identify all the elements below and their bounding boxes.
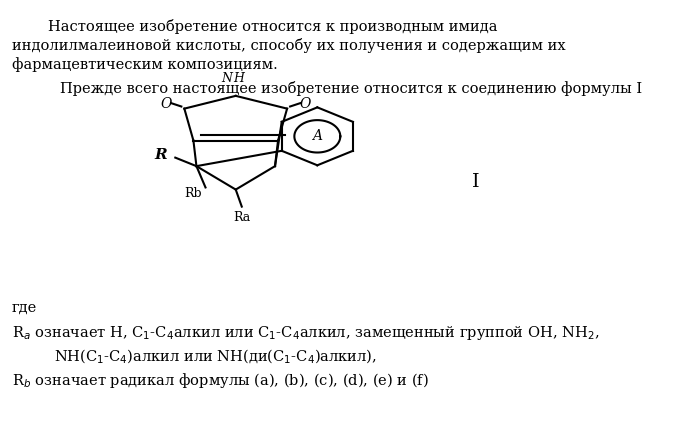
Text: O: O: [300, 98, 311, 111]
Text: NH(C$_{1}$-C$_{4}$)алкил или NH(ди(C$_{1}$-C$_{4}$)алкил),: NH(C$_{1}$-C$_{4}$)алкил или NH(ди(C$_{1…: [55, 347, 377, 366]
Text: фармацевтическим композициям.: фармацевтическим композициям.: [12, 58, 278, 72]
Text: Ra: Ra: [233, 211, 250, 224]
Text: R: R: [154, 149, 166, 162]
Text: Прежде всего настоящее изобретение относится к соединению формулы I: Прежде всего настоящее изобретение относ…: [60, 81, 642, 96]
Text: R$_{b}$ означает радикал формулы (a), (b), (c), (d), (e) и (f): R$_{b}$ означает радикал формулы (a), (b…: [12, 371, 429, 390]
Text: Настоящее изобретение относится к производным имида: Настоящее изобретение относится к произв…: [48, 19, 498, 34]
Text: где: где: [12, 300, 37, 314]
Text: A: A: [312, 130, 322, 143]
Text: I: I: [471, 173, 479, 190]
Text: H: H: [233, 72, 244, 85]
Text: N: N: [222, 72, 233, 85]
Text: O: O: [161, 98, 172, 111]
Text: индолилмалеиновой кислоты, способу их получения и содержащим их: индолилмалеиновой кислоты, способу их по…: [12, 38, 565, 53]
Text: Rb: Rb: [185, 187, 202, 200]
Text: R$_{a}$ означает H, C$_{1}$-C$_{4}$алкил или C$_{1}$-C$_{4}$алкил, замещенный гр: R$_{a}$ означает H, C$_{1}$-C$_{4}$алкил…: [12, 324, 600, 342]
